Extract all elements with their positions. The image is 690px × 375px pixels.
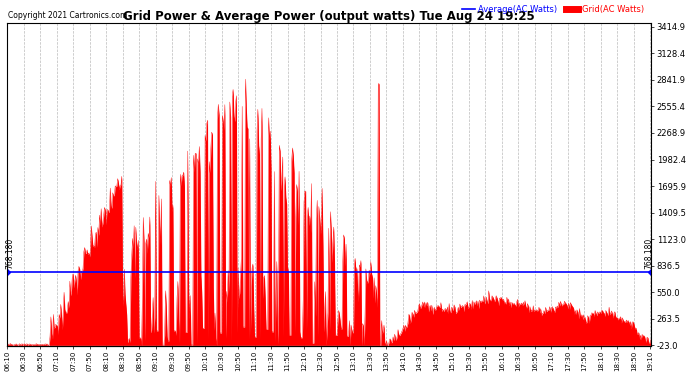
Text: Copyright 2021 Cartronics.com: Copyright 2021 Cartronics.com (8, 11, 128, 20)
Text: 768.180: 768.180 (644, 238, 653, 269)
Text: 768.180: 768.180 (5, 238, 14, 269)
Legend: Average(AC Watts), Grid(AC Watts): Average(AC Watts), Grid(AC Watts) (459, 2, 647, 17)
Title: Grid Power & Average Power (output watts) Tue Aug 24 19:25: Grid Power & Average Power (output watts… (124, 10, 535, 23)
